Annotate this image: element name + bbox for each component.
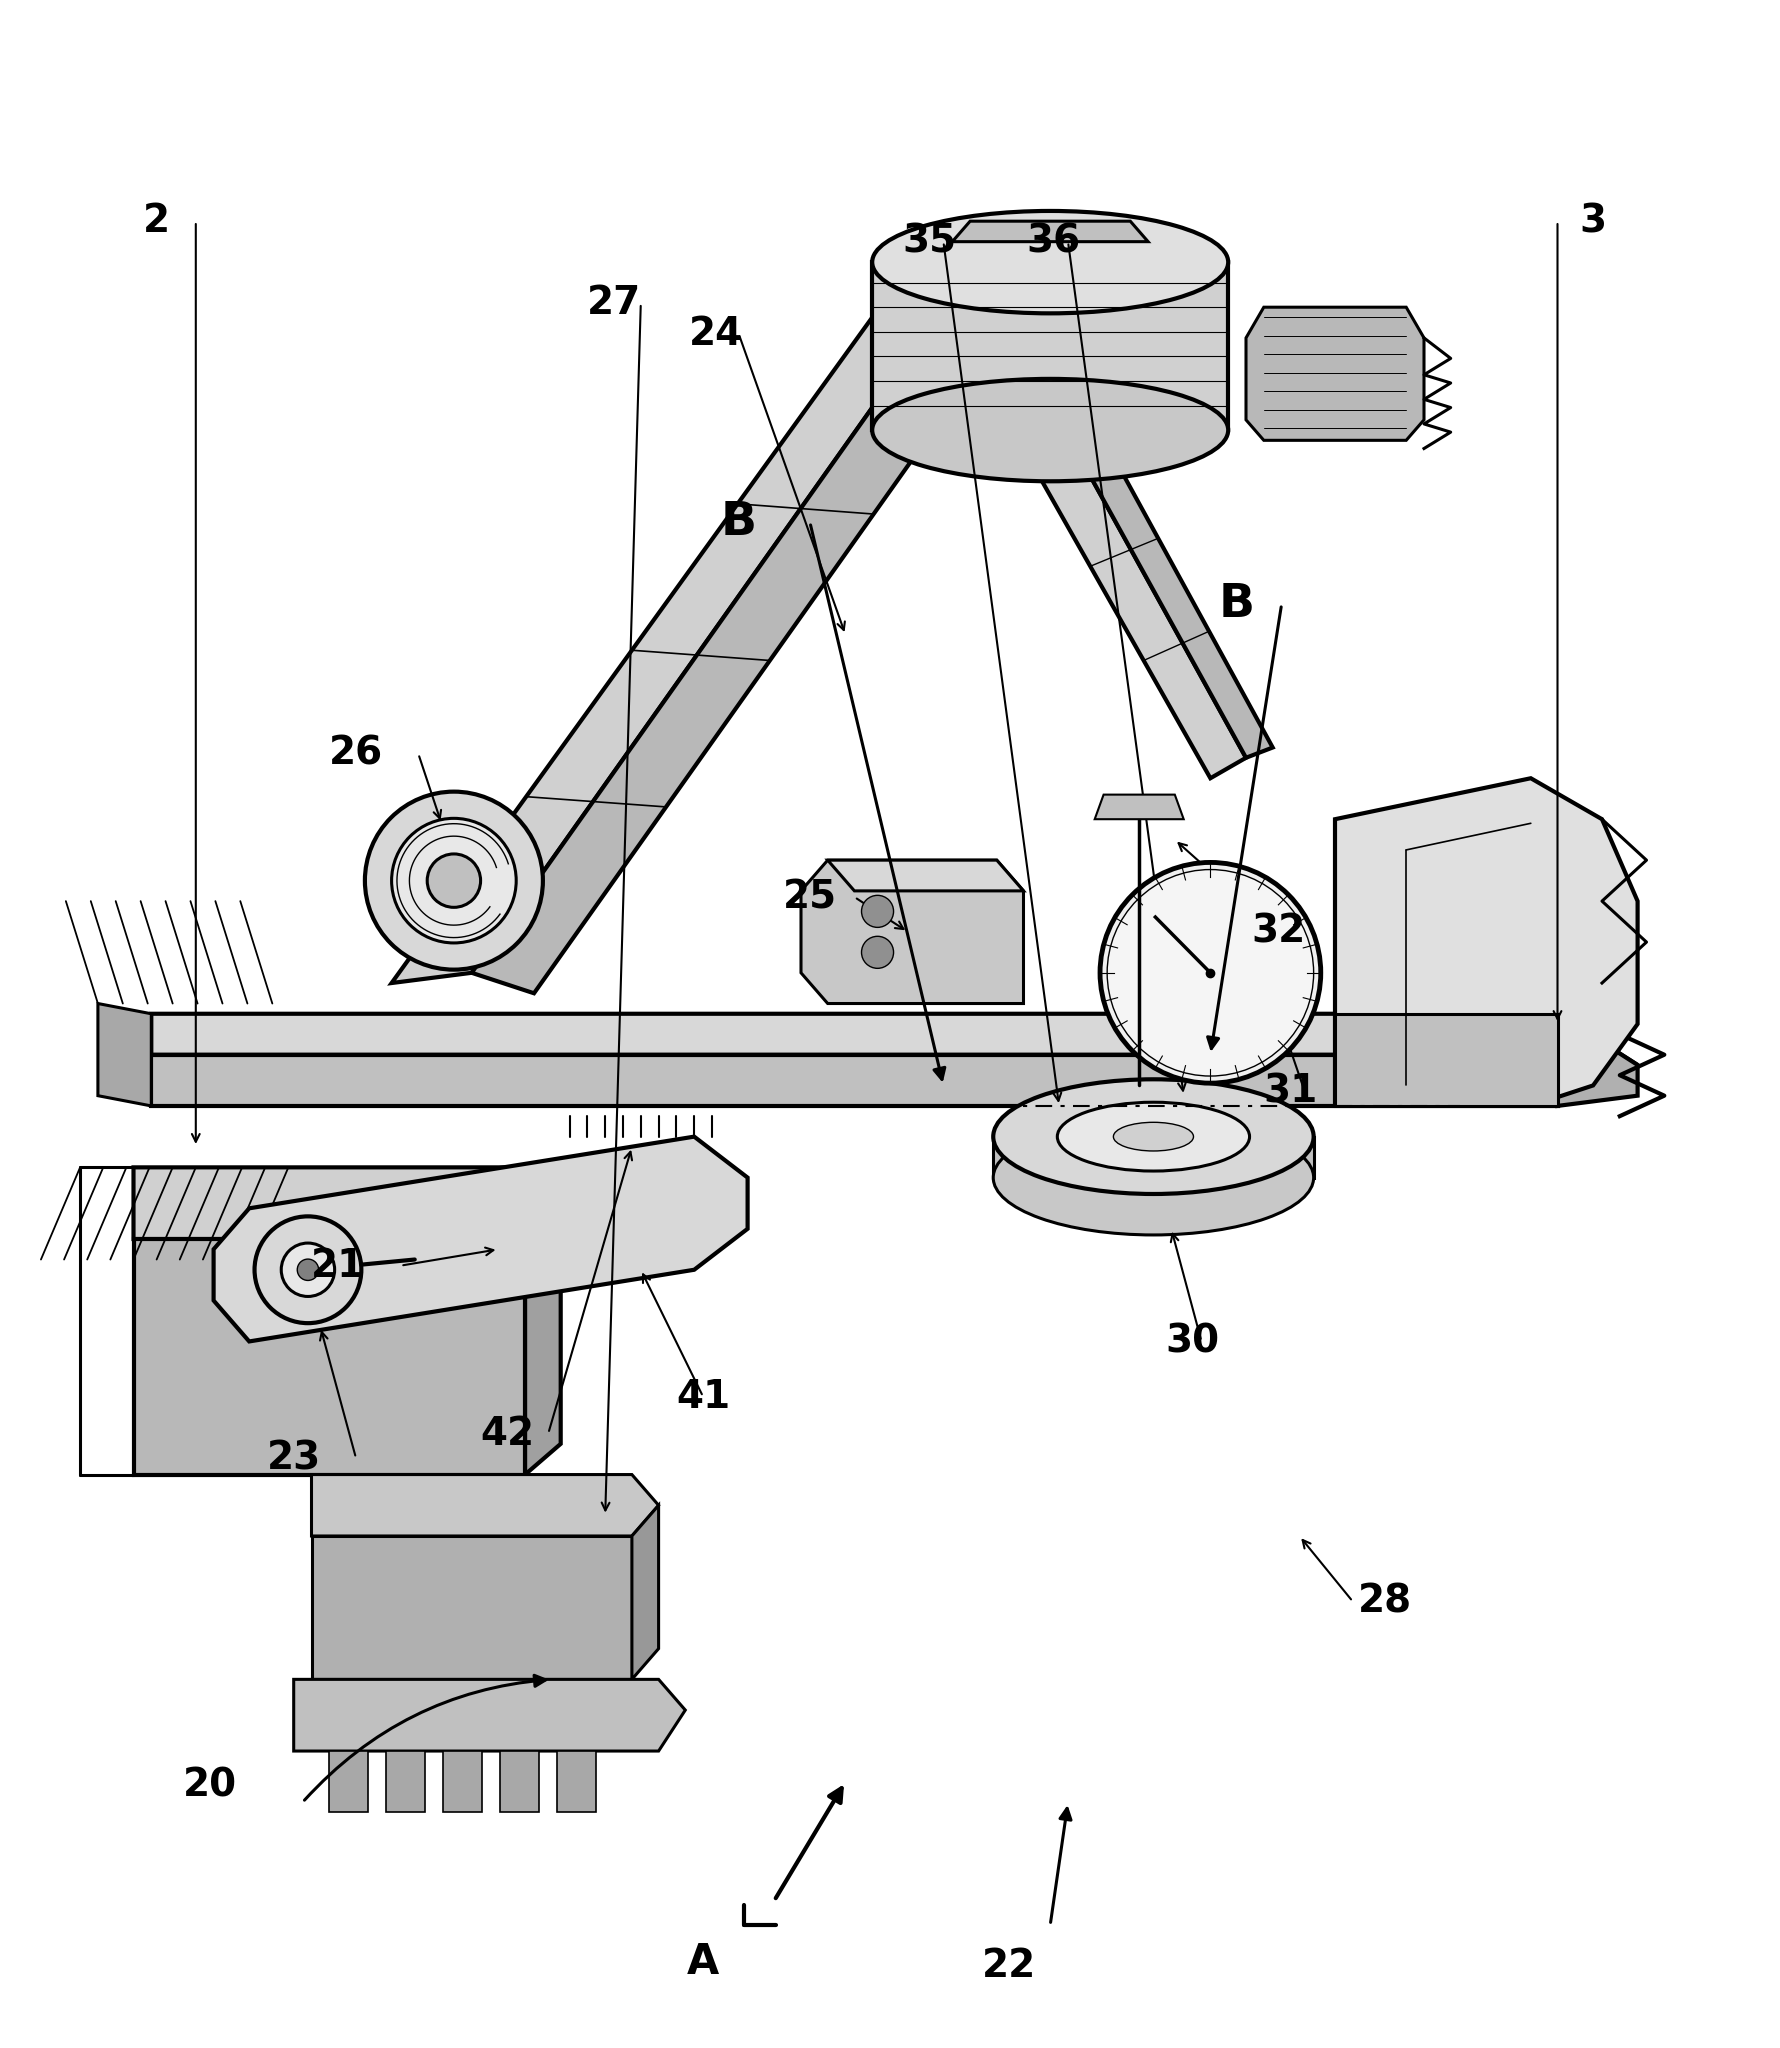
Text: 2: 2 (142, 203, 171, 240)
Polygon shape (828, 860, 1023, 891)
Text: 32: 32 (1251, 913, 1305, 950)
Text: 30: 30 (1166, 1323, 1219, 1360)
Text: 3: 3 (1579, 203, 1607, 240)
Polygon shape (801, 860, 1023, 1004)
Polygon shape (294, 1679, 685, 1751)
Polygon shape (988, 283, 1273, 758)
Polygon shape (1095, 795, 1184, 819)
Ellipse shape (1057, 1102, 1250, 1171)
Circle shape (427, 854, 481, 907)
Circle shape (392, 819, 516, 942)
Circle shape (862, 936, 894, 969)
Circle shape (365, 793, 543, 969)
Ellipse shape (1114, 1122, 1194, 1151)
Polygon shape (134, 1167, 561, 1239)
Text: 31: 31 (1264, 1073, 1317, 1110)
Polygon shape (952, 221, 1148, 242)
Circle shape (862, 895, 894, 928)
Text: A: A (687, 1942, 719, 1982)
Polygon shape (312, 1475, 659, 1536)
Polygon shape (872, 262, 1228, 430)
Polygon shape (1246, 307, 1424, 440)
Text: 27: 27 (587, 285, 641, 322)
Polygon shape (632, 1505, 659, 1679)
Text: 42: 42 (481, 1415, 534, 1452)
Polygon shape (993, 1137, 1314, 1178)
Polygon shape (151, 1014, 1638, 1065)
Ellipse shape (872, 379, 1228, 481)
Circle shape (1100, 862, 1321, 1083)
Polygon shape (500, 1751, 539, 1812)
Polygon shape (98, 1004, 151, 1106)
Circle shape (297, 1260, 319, 1280)
Polygon shape (557, 1751, 596, 1812)
Polygon shape (1335, 778, 1638, 1106)
Circle shape (1107, 870, 1314, 1075)
Text: 35: 35 (902, 223, 956, 260)
Polygon shape (1558, 1014, 1638, 1106)
Text: 28: 28 (1358, 1583, 1412, 1620)
Polygon shape (312, 1536, 632, 1679)
Circle shape (255, 1217, 361, 1323)
Ellipse shape (993, 1079, 1314, 1194)
Ellipse shape (872, 211, 1228, 313)
Polygon shape (472, 307, 1006, 993)
Polygon shape (943, 291, 1246, 778)
Polygon shape (392, 307, 943, 983)
Circle shape (281, 1243, 335, 1296)
Text: 24: 24 (689, 315, 742, 352)
Polygon shape (386, 1751, 425, 1812)
Text: 26: 26 (329, 735, 383, 772)
Polygon shape (151, 1055, 1558, 1106)
Text: 20: 20 (183, 1767, 237, 1804)
Polygon shape (1335, 1014, 1558, 1106)
Text: 41: 41 (676, 1378, 730, 1415)
Polygon shape (525, 1208, 561, 1475)
Text: 25: 25 (783, 879, 837, 915)
Text: B: B (1219, 582, 1255, 627)
Text: B: B (721, 500, 756, 545)
Text: 36: 36 (1027, 223, 1080, 260)
Text: 23: 23 (267, 1440, 320, 1477)
Polygon shape (214, 1137, 748, 1341)
Polygon shape (329, 1751, 368, 1812)
Text: 22: 22 (983, 1948, 1036, 1985)
Text: 21: 21 (312, 1247, 365, 1284)
Ellipse shape (993, 1120, 1314, 1235)
Polygon shape (443, 1751, 482, 1812)
Polygon shape (134, 1239, 525, 1475)
